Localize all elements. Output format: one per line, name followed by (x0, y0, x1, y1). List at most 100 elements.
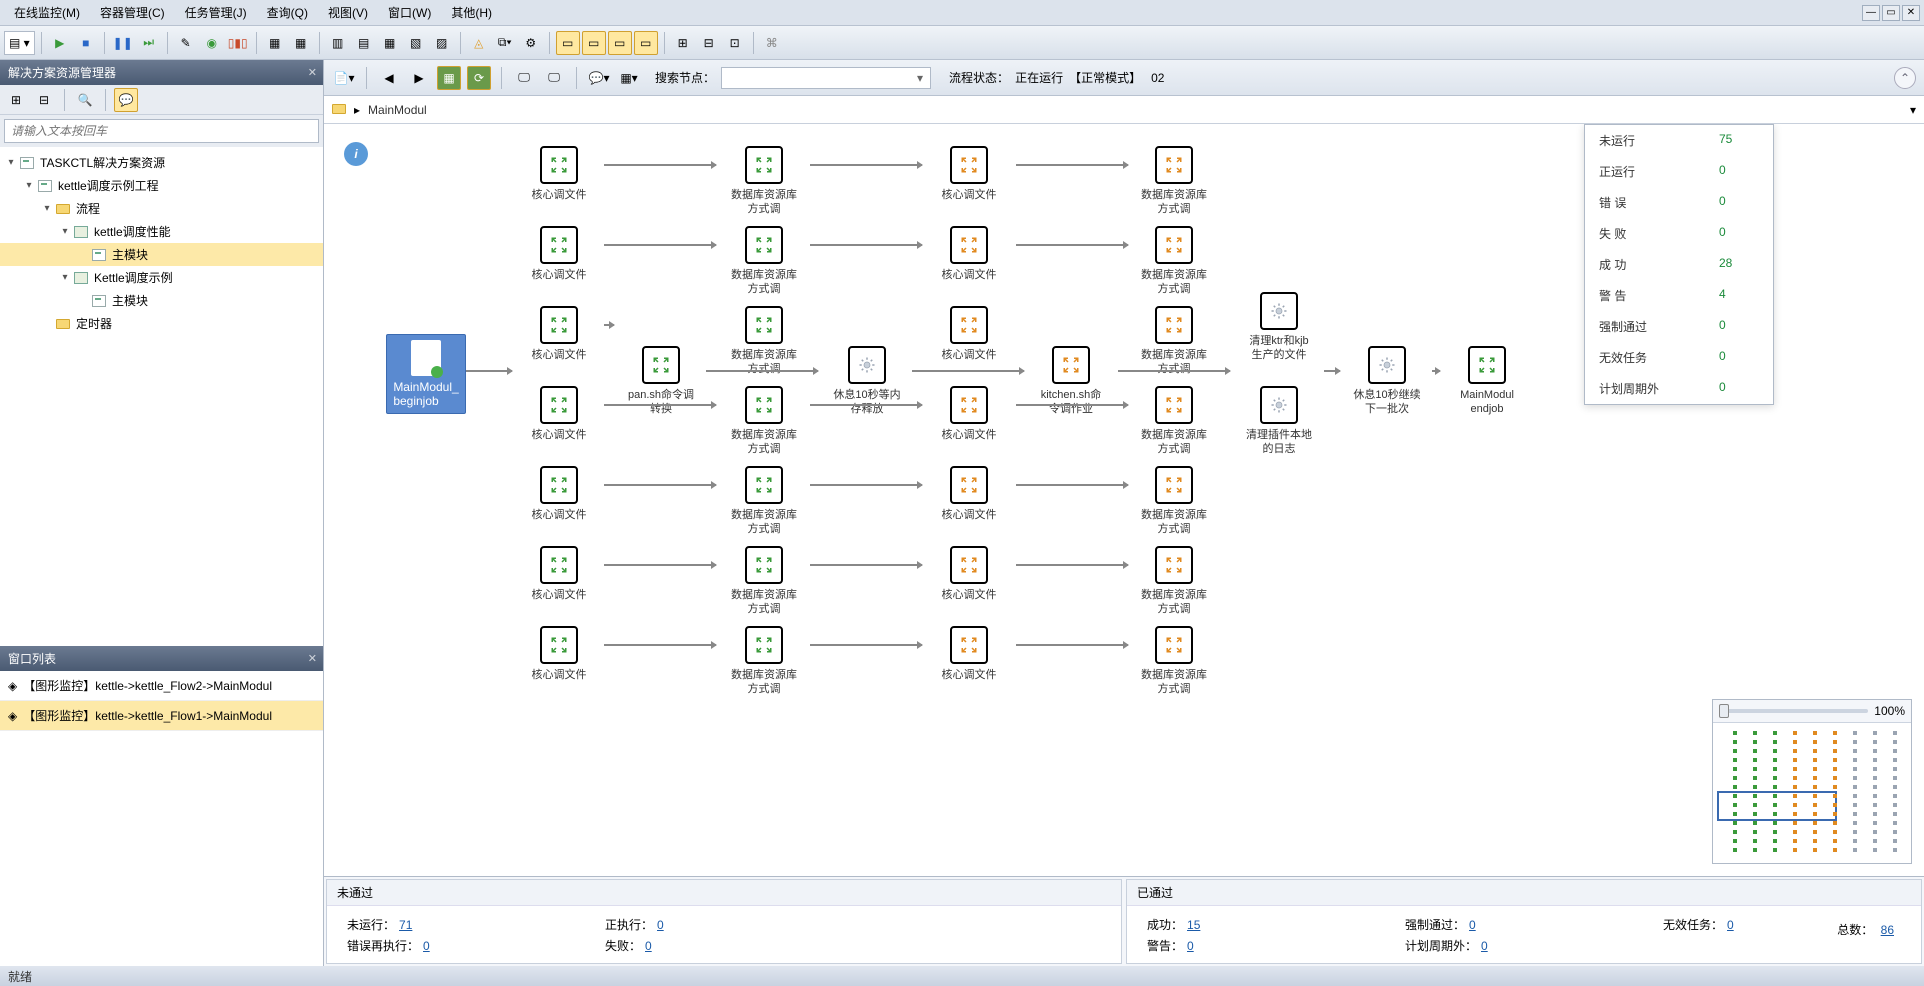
flow-node-c0-r1[interactable]: 核心调文件 (514, 226, 604, 282)
globe-icon[interactable]: ◉ (200, 31, 224, 55)
flow-node-c3-r1[interactable]: 数据库资源库方式调 (1129, 226, 1219, 297)
flow-node-c2-r1[interactable]: 核心调文件 (924, 226, 1014, 282)
node-icon[interactable] (950, 546, 988, 584)
menu-query[interactable]: 查询(Q) (257, 0, 318, 25)
menu-other[interactable]: 其他(H) (441, 0, 502, 25)
menu-monitor[interactable]: 在线监控(M) (4, 0, 90, 25)
view3-icon[interactable]: ▭ (608, 31, 632, 55)
node-icon[interactable] (950, 306, 988, 344)
tree-root[interactable]: ▾ TASKCTL解决方案资源 (0, 151, 323, 174)
tree-example[interactable]: ▾ Kettle调度示例 (0, 266, 323, 289)
grid2-icon[interactable]: ▤ (352, 31, 376, 55)
table2-icon[interactable]: ⊟ (697, 31, 721, 55)
flow-node-c3-r0[interactable]: 数据库资源库方式调 (1129, 146, 1219, 217)
node-icon[interactable] (950, 386, 988, 424)
grid5-icon[interactable]: ▨ (430, 31, 454, 55)
chart-icon[interactable]: ▯▮▯ (226, 31, 250, 55)
node-icon[interactable] (540, 546, 578, 584)
node-icon[interactable] (1260, 386, 1298, 424)
back-icon[interactable]: ◀ (377, 66, 401, 90)
expand-all-icon[interactable]: ⊞ (4, 88, 28, 112)
zoom-slider[interactable] (1719, 709, 1868, 713)
search-node-input[interactable] (721, 67, 931, 89)
node-icon[interactable] (1155, 466, 1193, 504)
node-icon[interactable] (1260, 292, 1298, 330)
node-icon[interactable] (745, 306, 783, 344)
flow-node-c1-r0[interactable]: 数据库资源库方式调 (719, 146, 809, 217)
minimap[interactable] (1713, 723, 1911, 863)
tree-timer[interactable]: 定时器 (0, 312, 323, 335)
link-icon[interactable]: ⚙ (519, 31, 543, 55)
node-icon[interactable] (1155, 226, 1193, 264)
flow-node-c1-r4[interactable]: 数据库资源库方式调 (719, 466, 809, 537)
find-icon[interactable]: 🔍 (73, 88, 97, 112)
flow-node-c2-r5[interactable]: 核心调文件 (924, 546, 1014, 602)
grid3-icon[interactable]: ▦ (378, 31, 402, 55)
pause-icon[interactable]: ❚❚ (111, 31, 135, 55)
tree-main-module-2[interactable]: 主模块 (0, 289, 323, 312)
node-icon[interactable] (950, 226, 988, 264)
scroll-up-icon[interactable]: ⌃ (1894, 67, 1916, 89)
node-icon[interactable] (745, 466, 783, 504)
window-item-1[interactable]: ◈ 【图形监控】kettle->kettle_Flow1->MainModul (0, 701, 323, 731)
fwd-icon[interactable]: ▶ (407, 66, 431, 90)
flow-node-c3-r5[interactable]: 数据库资源库方式调 (1129, 546, 1219, 617)
left-grid-val-4[interactable]: 0 (645, 939, 652, 953)
node-icon[interactable] (745, 626, 783, 664)
breadcrumb-dropdown-icon[interactable]: ▾ (1910, 103, 1916, 117)
flow-node-c3-r3[interactable]: 数据库资源库方式调 (1129, 386, 1219, 457)
flow-node-s2[interactable]: kitchen.sh命令调作业 (1026, 346, 1116, 417)
breadcrumb-module[interactable]: MainModul (368, 103, 427, 117)
node-icon[interactable] (745, 226, 783, 264)
flow-node-c3-r6[interactable]: 数据库资源库方式调 (1129, 626, 1219, 697)
flow-node-c1-r5[interactable]: 数据库资源库方式调 (719, 546, 809, 617)
node-icon[interactable] (1155, 626, 1193, 664)
node-icon[interactable] (1155, 306, 1193, 344)
dropdown-icon[interactable]: ▾ (917, 71, 923, 85)
screen-icon[interactable]: 🖵 (512, 66, 536, 90)
info-icon[interactable]: i (344, 142, 368, 166)
resume-icon[interactable]: ⏭ (137, 31, 161, 55)
right-grid-val-3[interactable]: 0 (1187, 939, 1194, 953)
layers-icon[interactable]: ▦▾ (617, 66, 641, 90)
grid4-icon[interactable]: ▧ (404, 31, 428, 55)
left-grid-val-1[interactable]: 0 (657, 918, 664, 932)
status-row-1[interactable]: 正运行0 (1585, 156, 1773, 187)
flow-node-c1-r2[interactable]: 数据库资源库方式调 (719, 306, 809, 377)
tree-flow-folder[interactable]: ▾ 流程 (0, 197, 323, 220)
layout1-icon[interactable]: ▦ (263, 31, 287, 55)
tree-perf[interactable]: ▾ kettle调度性能 (0, 220, 323, 243)
node-icon[interactable] (1368, 346, 1406, 384)
node-icon[interactable] (950, 466, 988, 504)
flow-node-c2-r2[interactable]: 核心调文件 (924, 306, 1014, 362)
explorer-close-icon[interactable]: ✕ (308, 66, 317, 79)
left-grid-val-0[interactable]: 71 (399, 918, 412, 932)
menu-window[interactable]: 窗口(W) (378, 0, 441, 25)
new-icon[interactable]: 📄▾ (332, 66, 356, 90)
close-button[interactable]: ✕ (1902, 5, 1920, 21)
right-grid-val-1[interactable]: 0 (1469, 918, 1476, 932)
status-row-8[interactable]: 计划周期外0 (1585, 373, 1773, 404)
play-icon[interactable]: ▶ (48, 31, 72, 55)
flow-node-c2-r4[interactable]: 核心调文件 (924, 466, 1014, 522)
restore-button[interactable]: ▭ (1882, 5, 1900, 21)
stop-icon[interactable]: ■ (74, 31, 98, 55)
chat-icon[interactable]: 💬 (114, 88, 138, 112)
node-icon[interactable] (848, 346, 886, 384)
flow-node-c2-r0[interactable]: 核心调文件 (924, 146, 1014, 202)
node-icon[interactable] (1155, 546, 1193, 584)
right-grid-val-0[interactable]: 15 (1187, 918, 1200, 932)
node-icon[interactable] (745, 146, 783, 184)
explorer-search-input[interactable] (4, 119, 319, 143)
status-row-7[interactable]: 无效任务0 (1585, 342, 1773, 373)
flow-node-c0-r4[interactable]: 核心调文件 (514, 466, 604, 522)
right-grid-val-2[interactable]: 0 (1727, 918, 1734, 932)
flow-node-c1-r6[interactable]: 数据库资源库方式调 (719, 626, 809, 697)
tree-main-module-1[interactable]: 主模块 (0, 243, 323, 266)
mode2-icon[interactable]: ⟳ (467, 66, 491, 90)
status-row-2[interactable]: 错 误0 (1585, 187, 1773, 218)
node-icon[interactable] (1468, 346, 1506, 384)
view1-icon[interactable]: ▭ (556, 31, 580, 55)
node-icon[interactable] (540, 626, 578, 664)
node-icon[interactable] (540, 306, 578, 344)
